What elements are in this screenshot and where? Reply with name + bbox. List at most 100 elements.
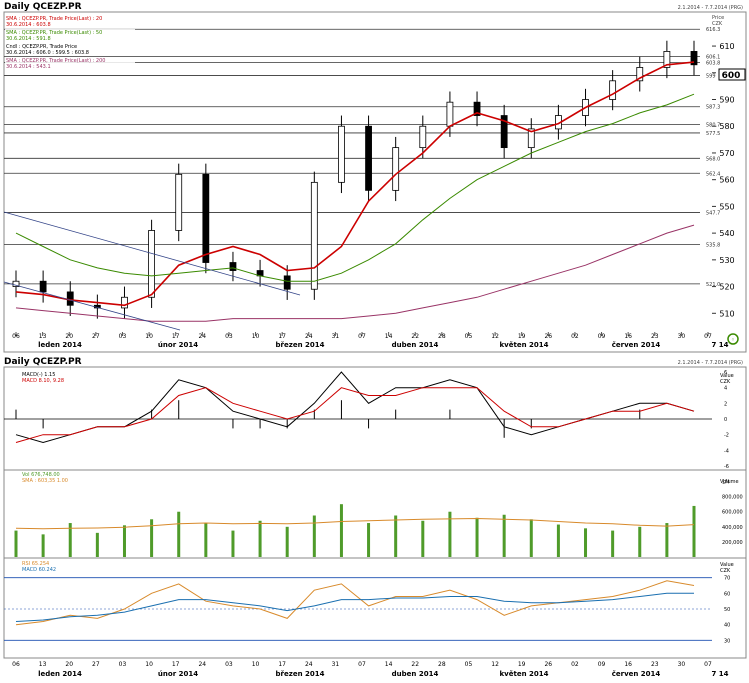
x-day-label: 31: [332, 661, 340, 668]
rsi-line-1: [15, 592, 694, 622]
macd-line-1: [15, 387, 695, 443]
legend-bg: [5, 43, 135, 56]
candle-body: [500, 115, 508, 149]
macd-units: CZK: [720, 379, 731, 385]
x-day-label: 02: [571, 333, 579, 340]
y-tick-label: 540: [719, 229, 734, 238]
volume-tick: 1M: [722, 480, 730, 486]
x-day-label: 10: [145, 661, 153, 668]
volume-bar: [339, 504, 343, 557]
volume-bar: [68, 523, 72, 557]
rsi-units: CZK: [720, 568, 731, 574]
macd-tick: 6: [724, 370, 727, 376]
x-day-label: 16: [624, 661, 632, 668]
volume-sma-line: [15, 517, 695, 530]
volume-bar: [122, 525, 126, 557]
legend-value: 30.6.2014 : 543.1: [6, 64, 51, 70]
volume-legend: Vol 676,748.00: [22, 472, 60, 478]
x-month-label: únor 2014: [158, 670, 198, 678]
price-units-label: Price: [712, 15, 724, 21]
x-day-label: 09: [598, 333, 606, 340]
x-day-label: 27: [92, 333, 100, 340]
legend-value: 30.6.2014 : 603.8: [6, 22, 51, 28]
volume-bar: [231, 530, 235, 557]
last-price-label: 600: [722, 71, 741, 81]
macd-tick: 2: [724, 401, 727, 407]
x-day-label: 03: [119, 661, 127, 668]
x-day-label: 07: [358, 333, 366, 340]
candle-body: [419, 125, 427, 149]
x-day-label: 16: [624, 333, 632, 340]
volume-bar: [394, 515, 398, 557]
x-day-label: 07: [704, 333, 712, 340]
macd-tick: 4: [724, 386, 727, 392]
y-tick-label: 580: [719, 122, 734, 131]
x-day-label: 24: [198, 333, 206, 340]
macd-legend: MACD 8.10, 9.28: [22, 378, 64, 384]
candle-body: [310, 181, 318, 290]
candle-body: [229, 262, 237, 271]
candle-body: [202, 173, 210, 263]
y-tick-label: 550: [719, 202, 734, 211]
x-day-label: 24: [305, 333, 313, 340]
x-day-label: 03: [225, 333, 233, 340]
level-label: 577.5: [706, 131, 720, 137]
y-tick-label: 590: [719, 96, 734, 105]
y-tick-label: 610: [719, 42, 734, 51]
candle-body: [121, 296, 128, 309]
volume-bar: [258, 520, 262, 557]
zoom-icon[interactable]: [727, 333, 739, 345]
level-label: 599: [706, 73, 716, 79]
x-month-label: březen 2014: [276, 670, 325, 678]
candle-body: [473, 101, 481, 116]
sma-line-2: [15, 93, 695, 282]
candle-body: [690, 51, 698, 66]
trend-line: [3, 211, 301, 296]
sma-line-3: [15, 224, 695, 322]
x-day-label: 23: [651, 661, 659, 668]
candle-body: [338, 125, 345, 183]
candle-body: [39, 280, 47, 293]
y-tick-label: 530: [719, 256, 734, 265]
zoom-icon-glyph: ◦: [731, 336, 735, 344]
candle-body: [283, 275, 291, 290]
x-month-label: duben 2014: [392, 341, 439, 349]
level-label: 521.0: [706, 282, 720, 288]
candle-body: [636, 67, 644, 82]
x-day-label: 12: [491, 661, 499, 668]
legend-bg: [5, 15, 135, 28]
legend-label: SMA : QCEZP.PR, Trade Price(Last) : 200: [6, 58, 105, 64]
legend-value: 30.6.2014 : 591.8: [6, 36, 51, 42]
x-month-label: únor 2014: [158, 341, 198, 349]
volume-bar: [150, 519, 154, 557]
x-end-label: 7 14: [711, 341, 728, 349]
volume-bar: [41, 534, 45, 557]
candle-body: [12, 280, 20, 287]
volume-tick: 600,000: [722, 510, 743, 516]
x-month-label: březen 2014: [276, 341, 325, 349]
legend-label: Cndl : QCEZP.PR, Trade Price: [6, 44, 77, 50]
x-day-label: 26: [544, 661, 552, 668]
x-day-label: 23: [651, 333, 659, 340]
x-end-label: 7 14: [711, 670, 728, 678]
x-day-label: 14: [385, 661, 393, 668]
level-label: 562.4: [706, 171, 720, 177]
x-day-label: 30: [678, 661, 686, 668]
x-day-label: 13: [39, 333, 47, 340]
legend-bg: [5, 57, 135, 70]
x-month-label: květen 2014: [500, 341, 549, 349]
rsi-line-0: [15, 580, 695, 626]
x-day-label: 06: [12, 661, 20, 668]
x-day-label: 05: [465, 333, 473, 340]
volume-bar: [204, 523, 208, 557]
legend-bg: [5, 29, 135, 42]
y-tick-label: 570: [719, 149, 734, 158]
volume-tick: 200,000: [722, 540, 743, 546]
level-label: 547.7: [706, 211, 720, 217]
volume-bar: [421, 520, 425, 557]
volume-bar: [95, 532, 99, 557]
volume-bar: [14, 530, 18, 557]
legend-label: SMA : QCEZP.PR, Trade Price(Last) : 50: [6, 30, 102, 36]
x-month-label: leden 2014: [38, 341, 82, 349]
